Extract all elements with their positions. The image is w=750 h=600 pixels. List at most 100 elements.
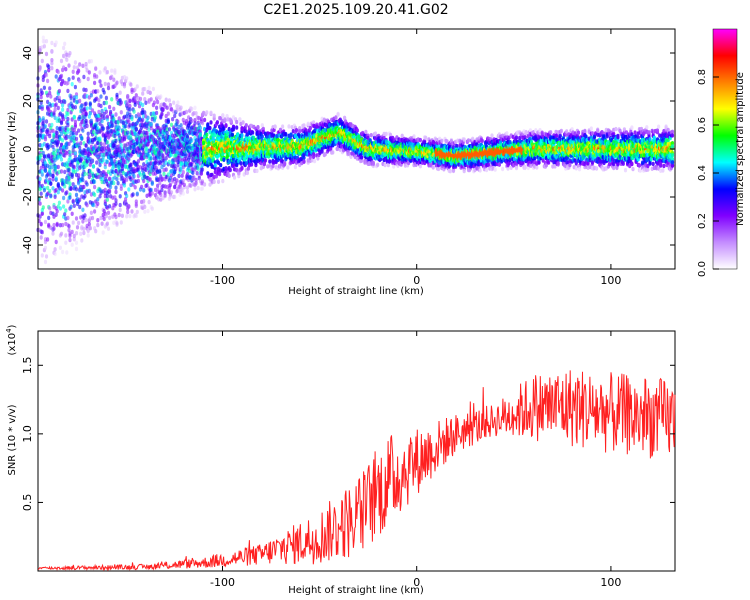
- spectrogram-cell: [116, 181, 120, 186]
- spectrogram-cell: [108, 104, 112, 110]
- spectrogram-cell: [126, 93, 130, 99]
- spectrogram-cell: [152, 100, 156, 105]
- spectrogram-cell: [41, 205, 45, 210]
- spectrogram-cell: [171, 117, 175, 122]
- spectrogram-cell: [74, 240, 79, 245]
- spectrogram-cell: [82, 74, 86, 80]
- spectrogram-cell: [199, 116, 203, 122]
- spectrogram-cell: [93, 80, 97, 86]
- spectrogram-cell: [175, 178, 179, 183]
- spectrogram-cell: [313, 158, 317, 164]
- spectrogram-cell: [127, 119, 131, 125]
- spectrogram-cell: [41, 116, 45, 121]
- spectrogram-cell: [172, 100, 176, 105]
- spectrogram-cell: [43, 219, 48, 225]
- spectrogram-cell: [105, 221, 109, 226]
- spectrogram-cell: [98, 194, 102, 199]
- spectrogram-cell: [88, 102, 92, 107]
- spectrogram-cell: [74, 231, 79, 236]
- spectrogram-cell: [61, 222, 65, 228]
- spectrogram-cell: [151, 86, 155, 92]
- spectrogram-cell: [119, 110, 123, 115]
- spectrogram-cell: [190, 106, 194, 112]
- spectrogram-cell: [64, 208, 68, 213]
- spectrogram-cell: [40, 106, 44, 111]
- spectrogram-cell: [43, 135, 48, 140]
- spectrogram-cell: [61, 126, 65, 131]
- spectrogram-cell: [86, 228, 90, 234]
- spectrogram-cell: [95, 74, 99, 79]
- spectrogram-cell: [281, 124, 285, 129]
- spectrogram-cell: [199, 171, 203, 176]
- spectrogram-cell: [255, 168, 259, 174]
- spectrogram-cell: [286, 165, 290, 170]
- spectrogram-cell: [143, 209, 147, 214]
- spectrogram-cell: [65, 250, 69, 255]
- spectrogram-cell: [56, 190, 60, 195]
- spectrogram-cell: [190, 118, 194, 124]
- spectrogram-cell: [90, 108, 95, 113]
- spectrogram-cell: [44, 72, 49, 78]
- spectrogram-cell: [117, 212, 121, 218]
- spectrogram-cell: [46, 78, 50, 84]
- spectrogram-cell: [134, 199, 138, 204]
- spectrogram-cell: [148, 90, 152, 96]
- spectrogram-cell: [294, 128, 299, 133]
- spectrogram-cell: [212, 113, 216, 118]
- spectrogram-cell: [103, 187, 107, 193]
- spectrogram-cell: [371, 160, 375, 166]
- spectrogram-cell: [88, 111, 92, 116]
- spectrogram-cell: [91, 129, 96, 135]
- spectrogram-cell: [184, 109, 189, 115]
- spectrogram-cell: [124, 124, 128, 129]
- spectrogram-cell: [108, 204, 112, 209]
- spectrogram-cell: [98, 79, 102, 84]
- spectrogram-cell: [67, 77, 71, 82]
- spectrogram-cell: [48, 133, 52, 139]
- spectrogram-cell: [61, 249, 65, 255]
- spectrogram-cell: [119, 186, 123, 191]
- spectrogram-cell: [93, 192, 97, 197]
- spectrogram-cell: [164, 97, 168, 102]
- spectrogram-cell: [52, 222, 56, 228]
- spectrogram-cell: [66, 129, 70, 134]
- spectrogram-cell: [132, 174, 136, 179]
- spectrogram-cell: [43, 124, 48, 129]
- spectrogram-cell: [108, 188, 112, 193]
- spectrogram-cell: [122, 183, 127, 188]
- spectrogram-cell: [156, 99, 160, 105]
- spectrogram-cell: [96, 218, 100, 223]
- spectrogram-cell: [125, 76, 129, 81]
- spectrogram-cell: [57, 88, 62, 94]
- spectrogram-cell: [66, 111, 70, 117]
- spectrogram-cell: [71, 182, 75, 187]
- spectrogram-cell: [130, 209, 134, 214]
- spectrogram-cell: [94, 66, 98, 72]
- spectrogram-cell: [133, 102, 137, 107]
- spectrogram-cell: [106, 226, 111, 231]
- spectrogram-cell: [200, 167, 205, 172]
- spectrogram-cell: [194, 111, 198, 116]
- spectrogram-cell: [96, 201, 100, 206]
- spectrogram-cell: [93, 179, 97, 184]
- spectrogram-cell: [101, 230, 105, 235]
- spectrogram-cell: [85, 123, 89, 129]
- spectrogram-cell: [86, 233, 90, 238]
- spectrogram-cell: [150, 206, 154, 211]
- spectrogram-cell: [118, 202, 122, 208]
- spectrogram-cell: [142, 178, 146, 184]
- spectrogram-cell: [74, 95, 79, 100]
- spectrogram-cell: [167, 98, 171, 103]
- spectrogram-cell: [105, 159, 109, 165]
- spectrogram-cell: [43, 168, 48, 173]
- spectrogram-cell: [53, 247, 57, 252]
- spectrogram-cell: [155, 105, 159, 111]
- spectrogram-cell: [229, 119, 233, 124]
- spectrogram-cell: [144, 100, 148, 106]
- spectrogram-cell: [104, 178, 108, 183]
- spectrogram-cell: [106, 82, 111, 87]
- spectrogram-cell: [64, 233, 68, 238]
- spectrogram-cell: [101, 157, 105, 163]
- spectrogram-cell: [106, 85, 111, 91]
- spectrogram-cell: [84, 217, 88, 223]
